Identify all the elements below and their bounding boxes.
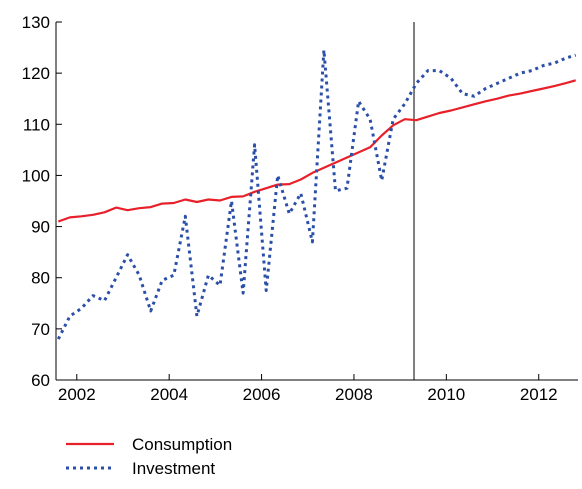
x-tick-label: 2012 [520, 385, 558, 404]
series-lines [56, 48, 577, 340]
y-tick-label: 120 [22, 64, 50, 83]
legend: Consumption Investment [66, 435, 232, 478]
y-tick-label: 110 [23, 115, 50, 134]
y-tick-label: 90 [31, 218, 50, 237]
legend-label-consumption: Consumption [132, 435, 232, 454]
y-tick-label: 60 [31, 371, 50, 390]
x-tick-label: 2010 [427, 385, 465, 404]
axes: 60 70 80 90 100 110 120 130 2002 2004 2006 2008 2010… [22, 13, 578, 404]
y-tick-label: 70 [31, 320, 50, 339]
legend-label-investment: Investment [132, 459, 215, 478]
y-tick-label: 80 [31, 269, 50, 288]
x-tick-label: 2008 [335, 385, 373, 404]
x-tick-label: 2002 [58, 385, 96, 404]
x-tick-label: 2006 [243, 385, 281, 404]
y-tick-label: 130 [22, 13, 50, 32]
y-tick-label: 100 [22, 166, 50, 185]
investment-series-line [56, 48, 577, 340]
x-tick-label: 2004 [150, 385, 188, 404]
